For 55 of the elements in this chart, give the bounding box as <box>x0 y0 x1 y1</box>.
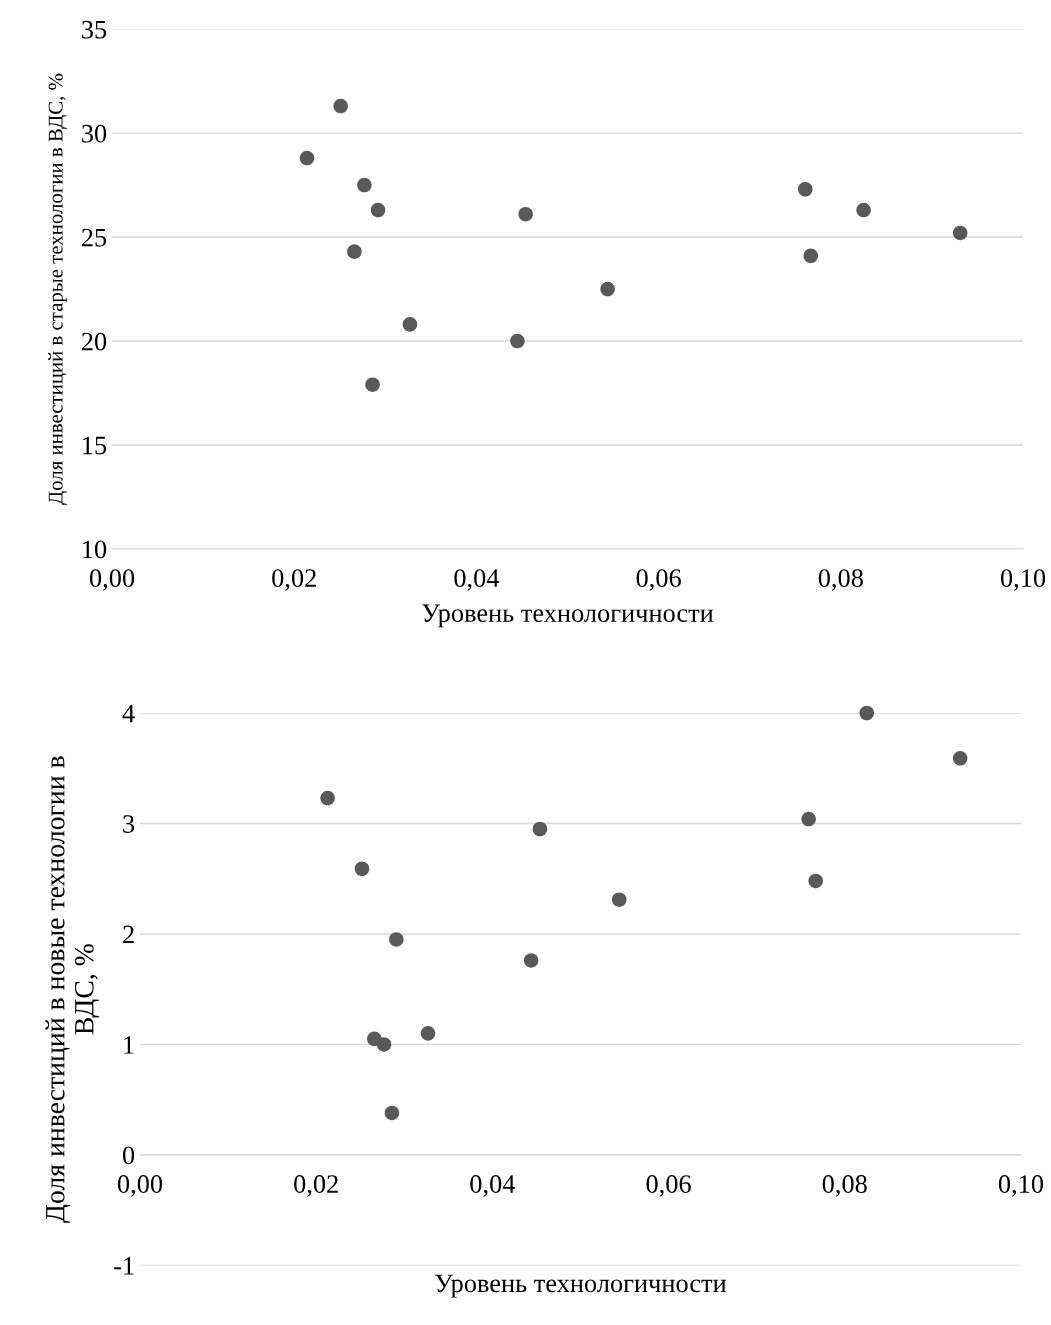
point <box>389 932 404 947</box>
point <box>354 861 370 877</box>
x-tick-label: 0,10 <box>1000 569 1046 591</box>
point <box>952 225 968 241</box>
y-tick-label: -1 <box>114 1257 134 1275</box>
y-tick-label: 0 <box>122 1146 135 1165</box>
point <box>510 333 525 349</box>
point <box>420 1026 436 1041</box>
point <box>532 821 548 837</box>
point <box>803 248 819 264</box>
point <box>370 202 386 218</box>
y-tick-label: 30 <box>82 124 107 143</box>
point <box>402 317 418 332</box>
x-tick-label: 0,06 <box>646 1175 691 1197</box>
point <box>357 177 372 193</box>
y-tick-label: 35 <box>82 20 107 39</box>
point <box>347 244 362 259</box>
point <box>856 202 871 218</box>
x-tick-label: 0,06 <box>636 569 681 591</box>
point <box>859 705 875 721</box>
point <box>376 1037 392 1052</box>
point <box>600 281 615 297</box>
x-axis-title: Уровень технологичности <box>435 1274 727 1298</box>
y-tick-label: 25 <box>81 228 107 247</box>
x-tick-label: 0,08 <box>822 1175 867 1197</box>
y-tick-label: 1 <box>124 1036 134 1054</box>
y-tick-label: 4 <box>122 704 135 723</box>
y-tick-label: 20 <box>81 332 107 351</box>
point <box>518 206 533 222</box>
y-tick-label: 2 <box>123 925 134 944</box>
point <box>801 811 816 827</box>
point <box>299 150 315 166</box>
point <box>611 892 627 907</box>
y-tick-label: 3 <box>123 815 135 833</box>
x-tick-label: 0,04 <box>454 569 500 591</box>
y-axis-title: Доля инвестиций в новые технологии в ВДС, % <box>45 756 100 1223</box>
x-tick-label: 0,02 <box>272 569 316 591</box>
point <box>952 751 968 766</box>
x-axis-title: Уровень технологичности <box>422 604 714 628</box>
point <box>333 98 348 114</box>
point <box>523 953 539 968</box>
y-tick-label: 15 <box>83 436 107 455</box>
x-tick-label: 0,00 <box>117 1175 163 1197</box>
point <box>798 181 813 197</box>
y-tick-label: 10 <box>83 540 107 559</box>
x-tick-label: 0,04 <box>470 1175 516 1197</box>
y-axis-title: Доля инвестиций в старые технологии в ВДС, % <box>48 73 67 505</box>
x-tick-label: 0,00 <box>89 569 135 591</box>
x-tick-label: 0,10 <box>998 1175 1044 1197</box>
x-tick-label: 0,02 <box>294 1175 338 1197</box>
x-tick-label: 0,08 <box>818 569 863 591</box>
point <box>365 377 380 392</box>
point <box>808 873 823 889</box>
point <box>320 790 335 806</box>
point <box>384 1105 400 1121</box>
